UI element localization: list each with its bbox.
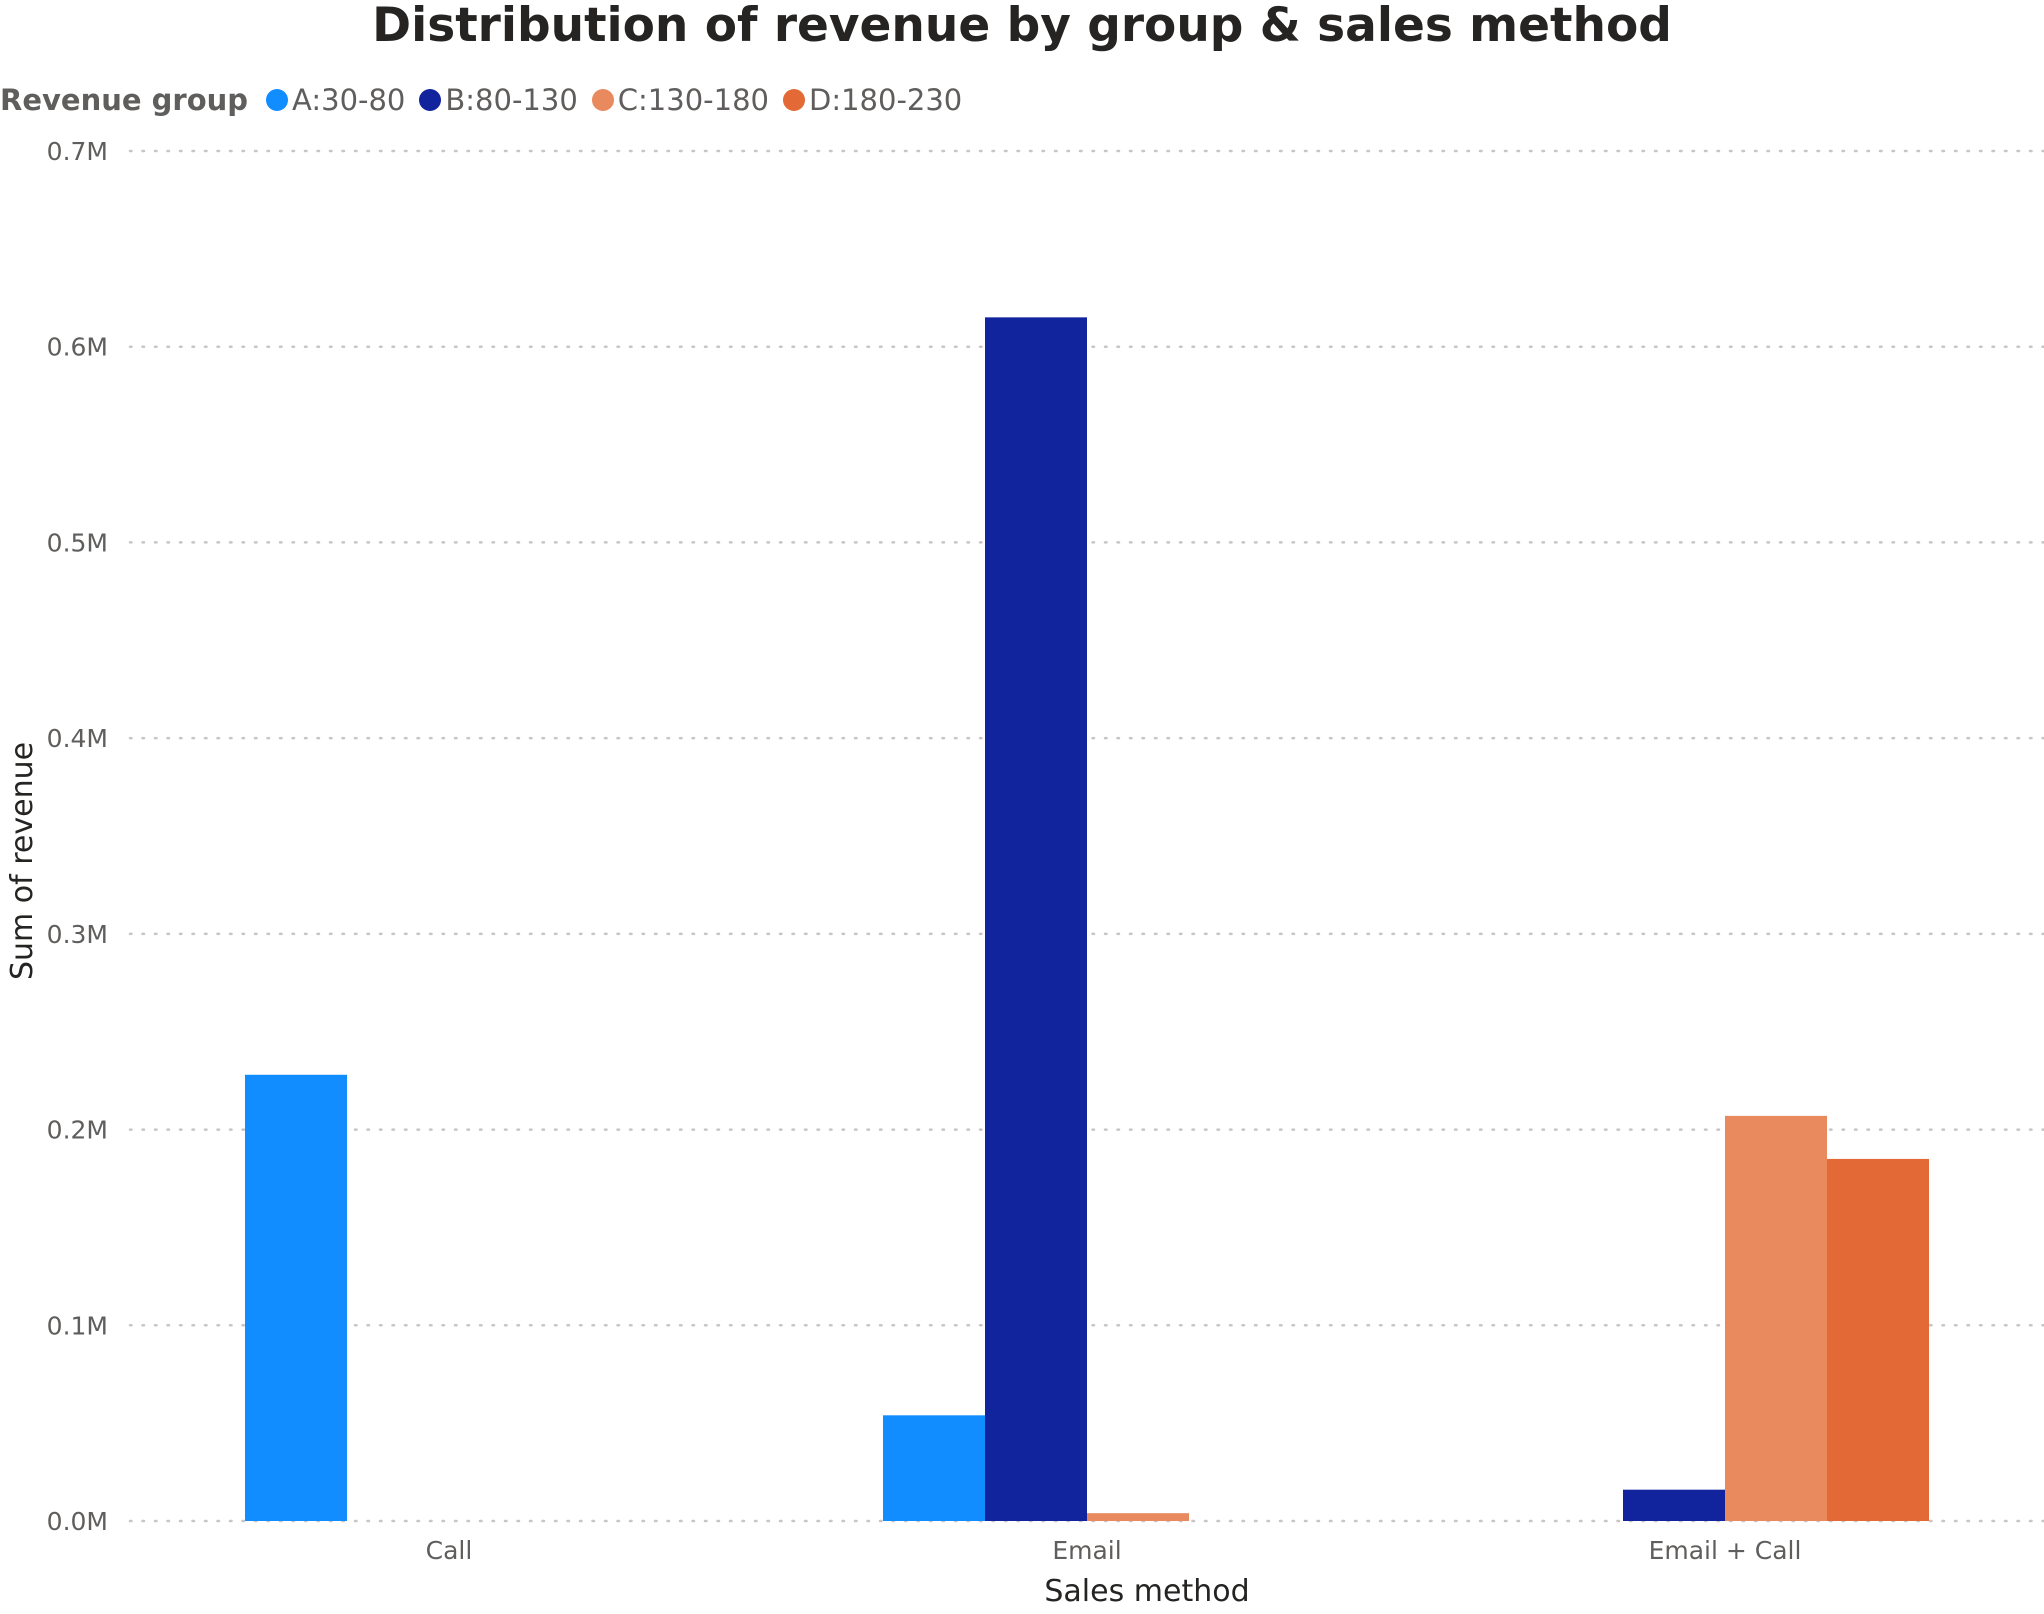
legend-marker-d: [782, 89, 805, 111]
bar-a-call: [245, 1074, 347, 1521]
legend-title: Revenue group: [0, 83, 249, 117]
x-tick-label: Call: [426, 1536, 473, 1565]
y-axis-title: Sum of revenue: [5, 742, 40, 980]
legend-item-d[interactable]: D:180-230: [782, 83, 963, 117]
legend-marker-a: [266, 89, 289, 111]
legend-marker-c: [591, 89, 614, 111]
legend-label-c: C:130-180: [617, 83, 769, 117]
bar-a-email: [883, 1415, 985, 1521]
y-tick-label: 0.6M: [47, 333, 108, 362]
y-tick-label: 0.2M: [47, 1116, 108, 1145]
legend-item-c[interactable]: C:130-180: [591, 83, 769, 117]
bar-c-email: [1087, 1513, 1189, 1521]
legend-label-a: A:30-80: [292, 83, 406, 117]
y-tick-label: 0.1M: [47, 1311, 108, 1340]
x-tick-label: Email: [1052, 1536, 1121, 1565]
y-tick-label: 0.5M: [47, 528, 108, 557]
bar-c-email-call: [1725, 1115, 1827, 1521]
legend: Revenue group A:30-80 B:80-130 C:130-180…: [0, 80, 976, 120]
y-tick-label: 0.0M: [47, 1507, 108, 1536]
y-tick-label: 0.4M: [47, 724, 108, 753]
legend-item-a[interactable]: A:30-80: [266, 83, 405, 117]
legend-label-b: B:80-130: [445, 83, 578, 117]
x-axis-title: Sales method: [1044, 1574, 1249, 1609]
x-tick-label: Email + Call: [1649, 1536, 1802, 1565]
bar-d-email-call: [1827, 1158, 1929, 1521]
bar-b-email: [985, 317, 1087, 1521]
y-tick-label: 0.3M: [47, 920, 108, 949]
chart-title: Distribution of revenue by group & sales…: [372, 0, 1672, 53]
legend-marker-b: [419, 89, 442, 111]
bar-b-email-call: [1623, 1489, 1725, 1521]
legend-label-d: D:180-230: [808, 83, 963, 117]
legend-item-b[interactable]: B:80-130: [419, 83, 578, 117]
y-tick-label: 0.7M: [47, 137, 108, 166]
